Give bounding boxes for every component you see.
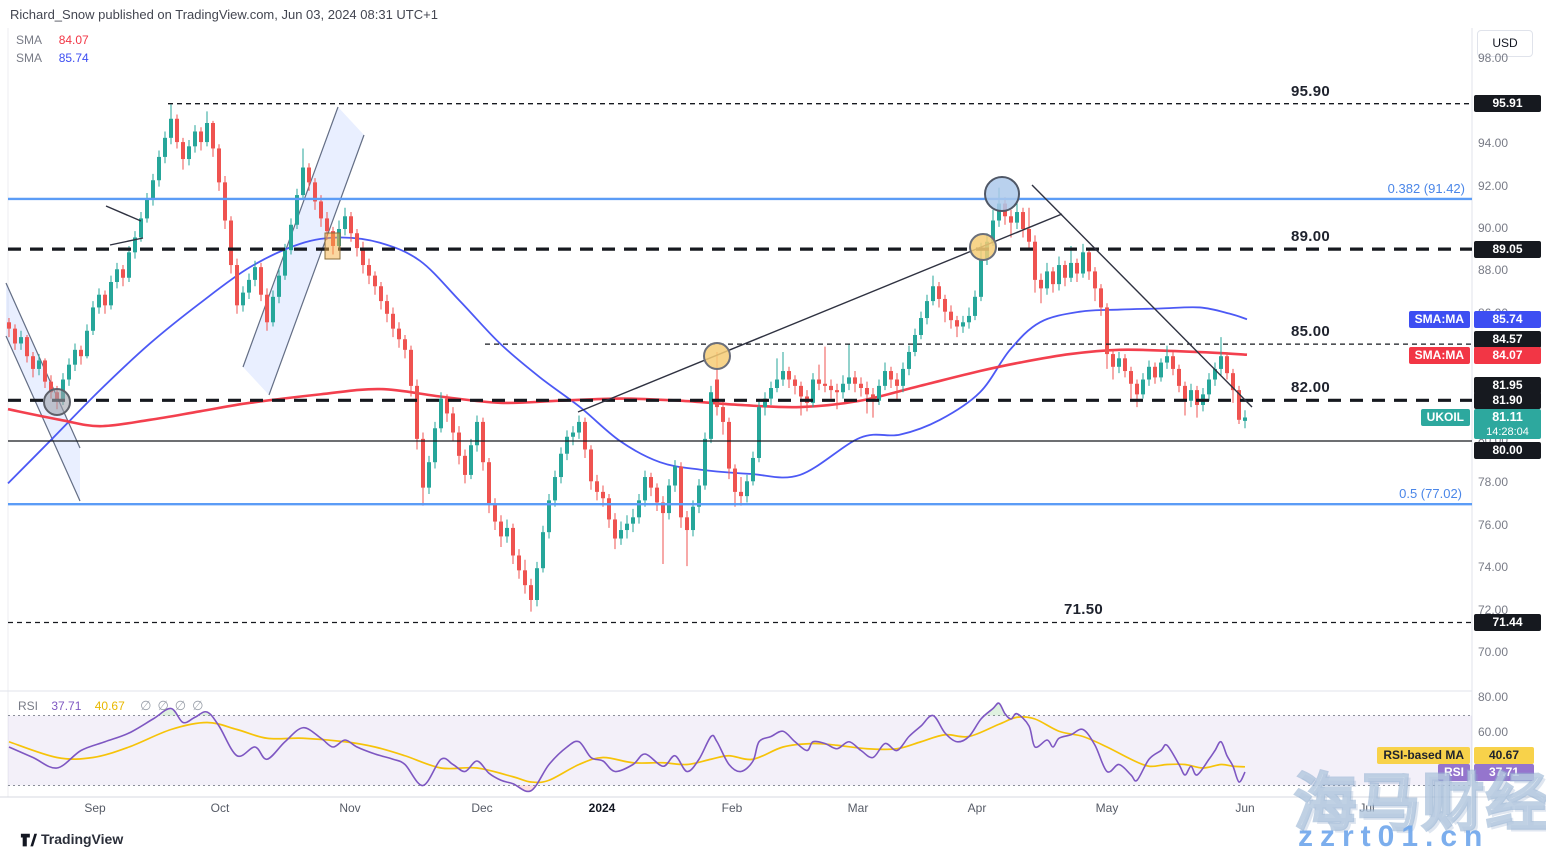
currency-toggle-button[interactable]: USD xyxy=(1477,30,1533,57)
time-axis-label: Oct xyxy=(210,801,230,815)
tradingview-logo-icon[interactable] xyxy=(20,832,37,854)
watermark-url: zzrt01.cn xyxy=(1298,820,1490,853)
price-badge: 95.91 xyxy=(1474,95,1541,113)
price-badge: 81.95 xyxy=(1474,376,1541,394)
countdown-timer: 14:28:04 xyxy=(1486,426,1529,438)
price-tick: 72.00 xyxy=(1478,602,1509,617)
time-axis-label: Apr xyxy=(967,801,987,815)
rsi-value: 37.71 xyxy=(51,699,82,713)
rsi-chip: RSI-based MA xyxy=(1377,746,1470,764)
price-badge: 89.05 xyxy=(1474,240,1541,258)
price-tick: 98.00 xyxy=(1478,51,1509,66)
indicator-chip: SMA:MA xyxy=(1408,347,1470,364)
time-axis-label: Mar xyxy=(847,801,869,815)
horizontal-level-lines[interactable] xyxy=(8,103,1472,624)
rsi-legend: RSI 37.71 40.67 ∅∅∅∅ xyxy=(18,698,209,714)
time-axis-label: Jun xyxy=(1235,801,1255,815)
rsi-scale-tick: 80.00 xyxy=(1478,690,1509,704)
rsi-badge: 37.71 xyxy=(1474,763,1534,781)
candlestick-series xyxy=(7,104,1247,612)
time-axis-label: Dec xyxy=(471,801,493,815)
indicator-chip: SMA:MA xyxy=(1408,310,1470,328)
sma2-value: 85.74 xyxy=(58,51,89,65)
sma1-label: SMA xyxy=(16,33,42,47)
price-tick: 88.00 xyxy=(1478,263,1509,278)
level-label-7150: 71.50 xyxy=(1064,601,1104,618)
price-tick: 78.00 xyxy=(1478,475,1509,490)
time-axis-label: Sep xyxy=(84,801,106,815)
rsi-chip: RSI xyxy=(1437,763,1470,781)
price-tick: 76.00 xyxy=(1478,517,1509,532)
level-label-9590: 95.90 xyxy=(1291,83,1331,100)
price-badge: 84.07 xyxy=(1474,347,1541,364)
channel-drawings[interactable] xyxy=(5,106,365,502)
level-label-8900: 89.00 xyxy=(1291,228,1331,245)
last-price-value: 81.11 xyxy=(1492,410,1523,424)
level-label-8500: 85.00 xyxy=(1291,323,1331,340)
last-price-badge: 81.11 14:28:04 xyxy=(1474,409,1541,439)
price-tick: 92.00 xyxy=(1478,178,1509,193)
price-badge: 85.74 xyxy=(1474,310,1541,328)
rsi-pane xyxy=(8,702,1472,793)
time-axis-label: Feb xyxy=(721,801,743,815)
time-axis-label: May xyxy=(1095,801,1119,815)
time-axis-label: 2024 xyxy=(588,801,616,815)
price-badge: 81.90 xyxy=(1474,392,1541,410)
sma2-label: SMA xyxy=(16,51,42,65)
rsi-label: RSI xyxy=(18,699,39,713)
rsi-ma-value: 40.67 xyxy=(94,699,125,713)
fib-label-0382: 0.382 (91.42) xyxy=(1387,181,1465,196)
publish-header: Richard_Snow published on TradingView.co… xyxy=(10,7,438,22)
price-badge: 84.57 xyxy=(1474,331,1541,348)
rsi-badge: 40.67 xyxy=(1474,746,1534,764)
tradingview-logo-text[interactable]: TradingView xyxy=(41,831,124,847)
time-axis-label: Jul xyxy=(1359,801,1375,815)
price-badge: 71.44 xyxy=(1474,614,1541,631)
rsi-scale-tick: 60.00 xyxy=(1478,725,1509,739)
price-tick: 94.00 xyxy=(1478,136,1509,151)
sma-legend-row-2: SMA 85.74 xyxy=(16,51,89,65)
rsi-hidden-icons[interactable]: ∅∅∅∅ xyxy=(140,698,210,713)
shape-markers[interactable] xyxy=(43,176,1020,416)
fib-label-05: 0.5 (77.02) xyxy=(1399,486,1462,501)
price-badge: 80.00 xyxy=(1474,441,1541,459)
price-tick: 70.00 xyxy=(1478,645,1509,659)
sma-lines xyxy=(7,236,1248,485)
watermark-cn: 海马财经 xyxy=(1293,768,1546,840)
sma1-value: 84.07 xyxy=(58,33,89,47)
level-label-8200: 82.00 xyxy=(1291,379,1331,396)
price-tick: 74.00 xyxy=(1478,560,1509,575)
sma-legend-row-1: SMA 84.07 xyxy=(16,33,89,47)
symbol-chip: UKOIL xyxy=(1420,409,1470,426)
price-tick: 90.00 xyxy=(1478,221,1509,235)
time-axis-label: Nov xyxy=(339,801,361,815)
